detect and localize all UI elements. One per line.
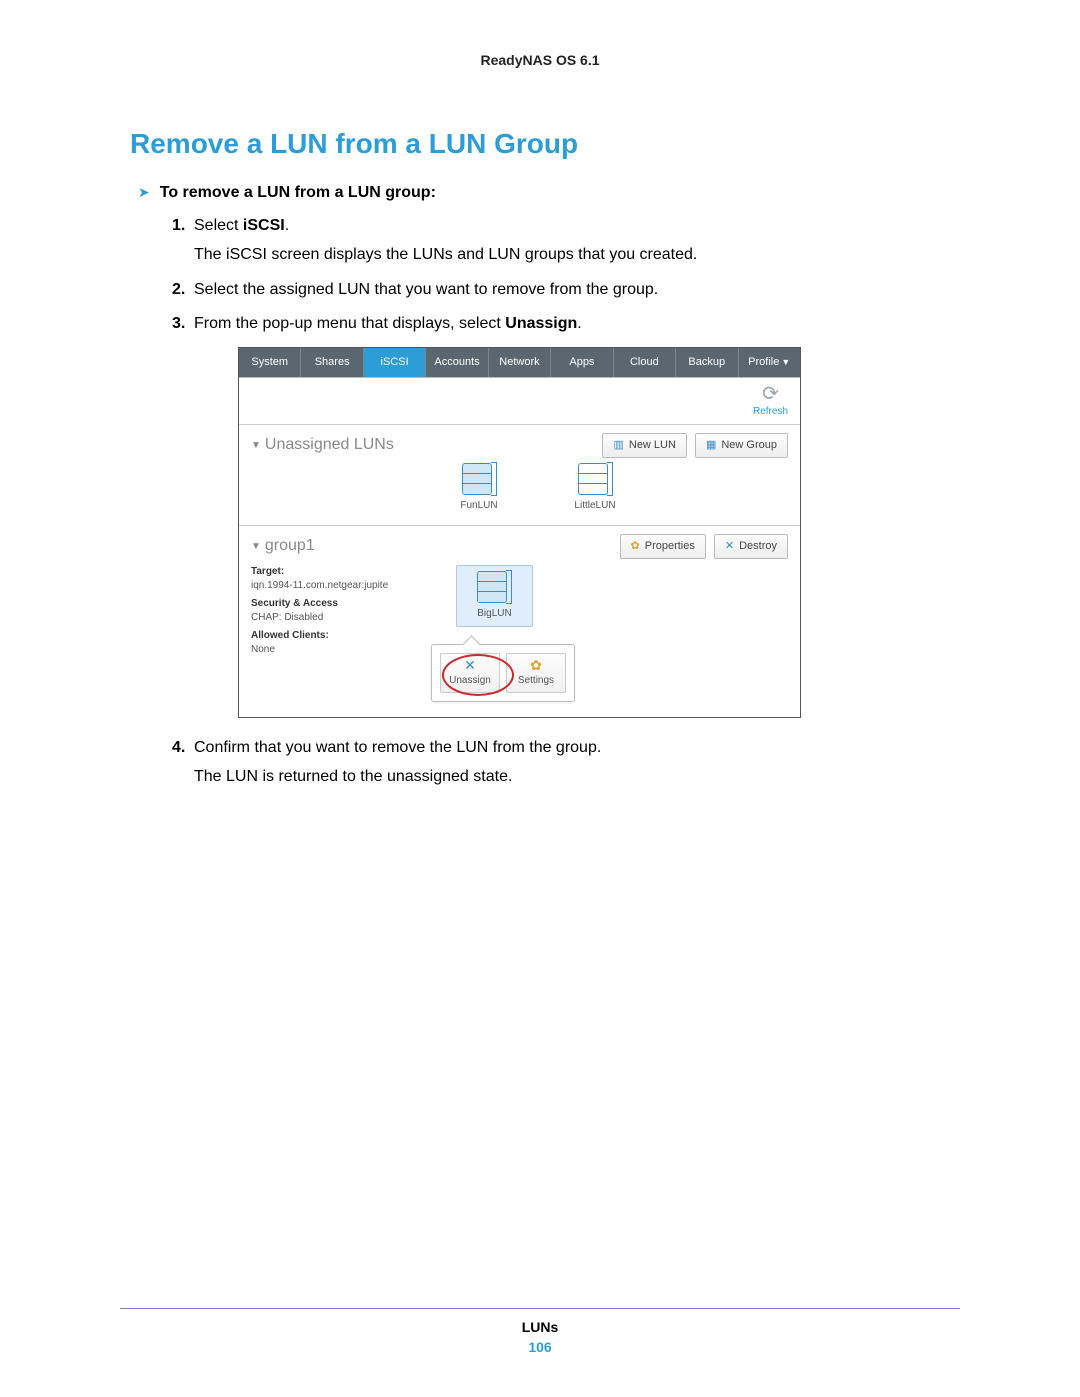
content-area: Remove a LUN from a LUN Group ➤ To remov… [0, 68, 1080, 790]
step-2: 2.Select the assigned LUN that you want … [172, 278, 960, 303]
footer-label: LUNs [120, 1319, 960, 1335]
task-intro-line: ➤ To remove a LUN from a LUN group: [138, 184, 960, 202]
step-text: . [577, 315, 581, 332]
chevron-icon: ➤ [138, 184, 150, 201]
app-screenshot: System Shares iSCSI Accounts Network App… [238, 347, 801, 718]
tab-apps[interactable]: Apps [551, 348, 613, 377]
meta-key: Security & Access [251, 598, 338, 609]
step-bold: iSCSI [243, 217, 285, 234]
collapse-icon: ▼ [251, 438, 261, 454]
meta-key: Target: [251, 566, 284, 577]
step-text: Confirm that you want to remove the LUN … [194, 739, 601, 756]
step-followup: The iSCSI screen displays the LUNs and L… [194, 243, 960, 268]
step-number: 1. [172, 214, 194, 239]
button-label: Settings [518, 675, 554, 686]
steps-list: 1.Select iSCSI. The iSCSI screen display… [172, 214, 960, 790]
button-label: New LUN [629, 437, 676, 454]
panel-title[interactable]: ▼ group1 [251, 534, 315, 559]
group-icon: ▦ [706, 437, 716, 454]
refresh-button[interactable]: ⟳ Refresh [753, 384, 788, 420]
meta-value: None [251, 643, 436, 657]
meta-value: CHAP: Disabled [251, 611, 436, 625]
page-footer: LUNs 106 [120, 1308, 960, 1355]
panel-title[interactable]: ▼ Unassigned LUNs [251, 433, 394, 458]
tab-shares[interactable]: Shares [301, 348, 363, 377]
lun-funlun[interactable]: FunLUN [451, 462, 507, 514]
popup-unassign-wrap: ✕ Unassign [440, 653, 500, 693]
refresh-label: Refresh [753, 404, 788, 420]
step-text: From the pop-up menu that displays, sele… [194, 315, 505, 332]
tab-cloud[interactable]: Cloud [614, 348, 676, 377]
section-title: Remove a LUN from a LUN Group [130, 128, 960, 160]
unassigned-panel: ▼ Unassigned LUNs ▥ New LUN ▦ New Group [239, 425, 800, 527]
context-popup: ✕ Unassign ✿ Settings [431, 644, 575, 702]
step-text: . [285, 217, 289, 234]
disk-icon [451, 462, 507, 496]
panel-buttons: ▥ New LUN ▦ New Group [602, 433, 788, 458]
meta-value: iqn.1994-11.com.netgear:jupite [251, 579, 436, 593]
panel-header: ▼ Unassigned LUNs ▥ New LUN ▦ New Group [251, 433, 788, 458]
button-label: Destroy [739, 538, 777, 555]
step-followup: The LUN is returned to the unassigned st… [194, 765, 960, 790]
step-number: 3. [172, 312, 194, 337]
caret-down-icon: ▼ [781, 357, 790, 367]
group1-panel: ▼ group1 ✿ Properties ✕ Destroy [239, 526, 800, 717]
collapse-icon: ▼ [251, 539, 261, 555]
toolbar: ⟳ Refresh [239, 378, 800, 425]
step-number: 2. [172, 278, 194, 303]
new-group-button[interactable]: ▦ New Group [695, 433, 788, 458]
button-label: Properties [645, 538, 695, 555]
x-icon: ✕ [441, 658, 499, 672]
disk-icon [567, 462, 623, 496]
disk-icon [477, 570, 512, 604]
task-intro: To remove a LUN from a LUN group: [160, 184, 436, 202]
step-1: 1.Select iSCSI. The iSCSI screen display… [172, 214, 960, 268]
step-text: Select [194, 217, 243, 234]
panel-title-text: group1 [265, 534, 315, 559]
step-4: 4.Confirm that you want to remove the LU… [172, 736, 960, 790]
button-label: Unassign [449, 675, 491, 686]
lun-icon: ▥ [613, 437, 623, 454]
lun-label: FunLUN [451, 498, 507, 514]
settings-button[interactable]: ✿ Settings [506, 653, 566, 693]
tab-profile[interactable]: Profile▼ [739, 348, 800, 377]
tab-network[interactable]: Network [489, 348, 551, 377]
meta-key: Allowed Clients: [251, 630, 329, 641]
unassign-button[interactable]: ✕ Unassign [440, 653, 500, 693]
group-meta: Target: iqn.1994-11.com.netgear:jupite S… [251, 565, 436, 657]
step-number: 4. [172, 736, 194, 761]
step-text: Select the assigned LUN that you want to… [194, 281, 658, 298]
nav-tabs: System Shares iSCSI Accounts Network App… [239, 348, 800, 378]
gear-icon: ✿ [631, 538, 640, 555]
new-lun-button[interactable]: ▥ New LUN [602, 433, 686, 458]
tab-backup[interactable]: Backup [676, 348, 738, 377]
destroy-button[interactable]: ✕ Destroy [714, 534, 788, 559]
lun-littlelun[interactable]: LittleLUN [567, 462, 623, 514]
panel-title-text: Unassigned LUNs [265, 433, 394, 458]
footer-page-number: 106 [120, 1339, 960, 1355]
lun-row: FunLUN LittleLUN [451, 462, 788, 514]
footer-rule [120, 1308, 960, 1309]
doc-header: ReadyNAS OS 6.1 [0, 0, 1080, 68]
step-3: 3.From the pop-up menu that displays, se… [172, 312, 960, 718]
panel-header: ▼ group1 ✿ Properties ✕ Destroy [251, 534, 788, 559]
tab-label: Profile [748, 356, 779, 368]
gear-icon: ✿ [507, 658, 565, 672]
x-icon: ✕ [725, 538, 734, 555]
panel-buttons: ✿ Properties ✕ Destroy [620, 534, 788, 559]
refresh-icon: ⟳ [753, 384, 788, 404]
step-bold: Unassign [505, 315, 577, 332]
tab-iscsi[interactable]: iSCSI [364, 348, 426, 377]
lun-biglun-selected[interactable]: BigLUN [456, 565, 533, 627]
lun-label: BigLUN [477, 606, 512, 622]
button-label: New Group [721, 437, 777, 454]
tab-accounts[interactable]: Accounts [426, 348, 488, 377]
properties-button[interactable]: ✿ Properties [620, 534, 706, 559]
tab-system[interactable]: System [239, 348, 301, 377]
lun-label: LittleLUN [567, 498, 623, 514]
